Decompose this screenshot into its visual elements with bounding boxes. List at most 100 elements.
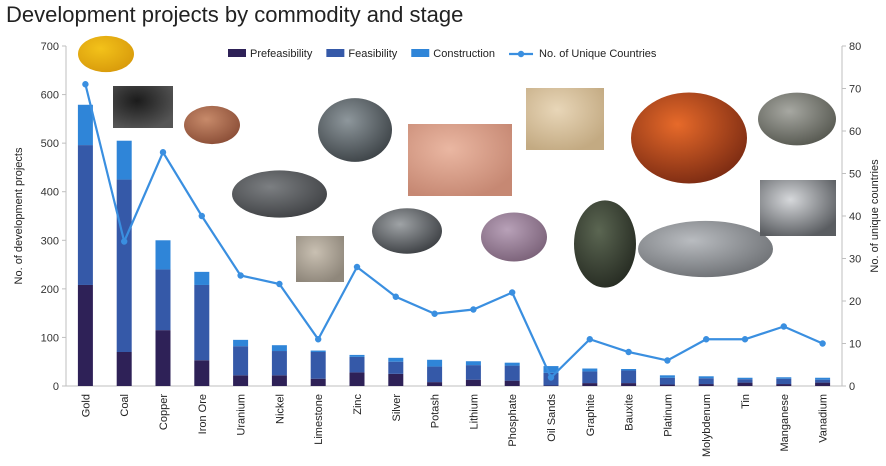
bar-construction-gold	[77, 104, 93, 146]
graphite-photo	[574, 200, 636, 288]
line-point-coal	[121, 238, 128, 245]
y2-tick-label: 60	[849, 126, 861, 138]
x-tick-label: Copper	[158, 394, 170, 430]
x-tick-label: Potash	[430, 394, 442, 428]
y-tick-label: 400	[41, 187, 59, 199]
gold-nugget-photo	[78, 35, 134, 73]
x-tick-label: Coal	[119, 394, 131, 417]
legend-label-prefeasibility: Prefeasibility	[250, 48, 313, 60]
bar-prefeasibility-graphite	[582, 383, 598, 386]
bar-construction-molybdenum	[698, 376, 714, 379]
line-point-vanadium	[819, 340, 826, 347]
line-point-limestone	[315, 336, 322, 343]
manganese-ore-photo	[758, 92, 836, 146]
legend-swatch-construction	[411, 49, 430, 57]
phosphate-photo	[526, 88, 604, 150]
bar-prefeasibility-lithium	[465, 379, 481, 386]
y-tick-label: 700	[41, 41, 59, 53]
line-point-potash	[431, 310, 438, 317]
bar-construction-copper	[155, 240, 171, 270]
x-tick-label: Manganese	[779, 394, 791, 452]
bar-construction-manganese	[776, 377, 792, 379]
line-point-copper	[159, 149, 167, 156]
lithium-mineral-photo	[481, 212, 547, 262]
bar-prefeasibility-phosphate	[504, 380, 520, 386]
bar-construction-bauxite	[621, 369, 637, 371]
bar-prefeasibility-tin	[737, 382, 753, 386]
silver-ore-photo	[372, 208, 442, 254]
legend-swatch-prefeasibility	[228, 49, 246, 57]
bar-prefeasibility-zinc	[349, 372, 365, 386]
line-point-iron-ore	[198, 212, 205, 220]
bar-feasibility-phosphate	[504, 365, 520, 381]
coal-photo	[113, 86, 173, 128]
bar-feasibility-coal	[116, 179, 132, 352]
x-tick-label: Lithium	[468, 394, 480, 429]
bar-feasibility-limestone	[310, 352, 326, 379]
bar-feasibility-molybdenum	[698, 378, 714, 385]
x-tick-label: Molybdenum	[701, 394, 713, 457]
line-point-molybdenum	[703, 336, 710, 343]
line-point-nickel	[276, 280, 283, 288]
legend-swatch-feasibility	[326, 49, 345, 57]
potash-photo	[408, 124, 512, 196]
y2-tick-label: 10	[849, 339, 861, 351]
legend-label-unique-countries: No. of Unique Countries	[539, 48, 657, 60]
bar-construction-iron-ore	[194, 271, 210, 285]
bar-prefeasibility-nickel	[271, 375, 287, 386]
line-point-silver	[392, 293, 399, 300]
bar-feasibility-tin	[737, 379, 753, 383]
line-point-manganese	[780, 323, 787, 330]
bar-construction-potash	[427, 359, 443, 367]
bar-prefeasibility-iron-ore	[194, 360, 210, 386]
bar-prefeasibility-bauxite	[621, 383, 637, 386]
line-point-tin	[741, 336, 749, 343]
x-tick-label: Vanadium	[818, 394, 830, 443]
bar-feasibility-platinum	[659, 377, 675, 385]
bar-construction-graphite	[582, 368, 598, 372]
line-point-phosphate	[509, 289, 516, 296]
line-point-platinum	[664, 357, 671, 364]
y-tick-label: 100	[41, 332, 59, 344]
bar-feasibility-iron-ore	[194, 284, 210, 361]
bar-construction-vanadium	[815, 377, 831, 380]
bar-construction-platinum	[659, 375, 675, 378]
zinc-ore-photo	[318, 98, 392, 162]
bar-construction-zinc	[349, 354, 365, 357]
bar-prefeasibility-silver	[388, 373, 404, 386]
x-tick-label: Graphite	[585, 394, 597, 436]
bar-prefeasibility-potash	[427, 382, 443, 386]
bar-feasibility-copper	[155, 269, 171, 331]
y-tick-label: 500	[41, 138, 59, 150]
y2-tick-label: 80	[849, 41, 861, 53]
x-tick-label: Platinum	[662, 394, 674, 437]
y2-tick-label: 40	[849, 211, 861, 223]
bar-prefeasibility-coal	[116, 352, 132, 386]
bar-prefeasibility-gold	[77, 284, 93, 386]
y2-tick-label: 0	[849, 381, 855, 393]
x-tick-label: Gold	[80, 394, 92, 417]
bar-prefeasibility-vanadium	[815, 382, 831, 386]
bar-feasibility-bauxite	[621, 370, 637, 384]
legend-line-marker	[517, 50, 525, 58]
y2-tick-label: 20	[849, 296, 861, 308]
line-point-zinc	[353, 263, 361, 271]
y2-axis-label: No. of unique countries	[869, 159, 881, 273]
bar-feasibility-nickel	[271, 351, 287, 376]
bar-feasibility-manganese	[776, 378, 792, 385]
bar-feasibility-uranium	[233, 346, 249, 376]
bar-feasibility-vanadium	[815, 379, 831, 383]
bar-construction-tin	[737, 377, 753, 380]
bar-prefeasibility-copper	[155, 330, 171, 386]
x-tick-label: Limestone	[313, 394, 325, 445]
x-tick-label: Tin	[740, 394, 752, 409]
bar-construction-uranium	[233, 339, 249, 347]
x-tick-label: Phosphate	[507, 394, 519, 447]
bar-construction-lithium	[465, 361, 481, 366]
line-point-bauxite	[625, 348, 632, 356]
y2-tick-label: 70	[849, 84, 861, 96]
bar-feasibility-silver	[388, 361, 404, 374]
legend-label-construction: Construction	[433, 48, 495, 60]
